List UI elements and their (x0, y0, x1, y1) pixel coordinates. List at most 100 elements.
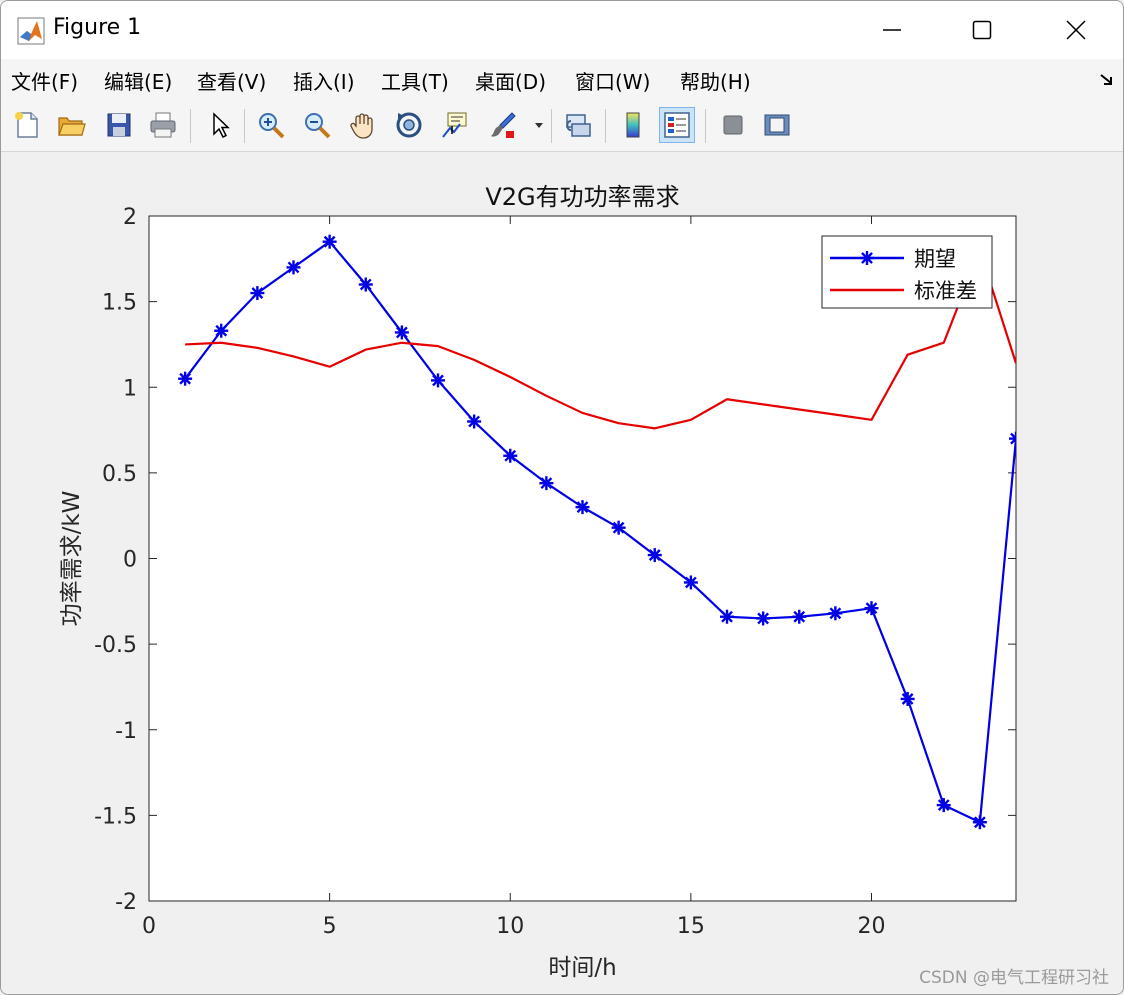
minimize-button[interactable] (847, 1, 937, 59)
hide-plot-tools-icon (723, 115, 743, 135)
hide-plot-tools-button[interactable] (715, 107, 751, 143)
data-point (900, 691, 915, 706)
data-point (250, 286, 265, 301)
chart-title: V2G有功功率需求 (485, 183, 679, 211)
title-bar[interactable]: Figure 1 (1, 1, 1123, 59)
line-chart[interactable]: 0 5 10 15 20 -2 -1.5 -1 -0.5 0 0.5 1 1.5 2 V2G有功功率需求时间… (1, 152, 1123, 994)
data-point (394, 325, 409, 340)
x-tick-label: 15 (677, 914, 705, 939)
y-tick-label: 0.5 (102, 462, 137, 487)
link-plot-icon (566, 114, 591, 137)
window-title: Figure 1 (53, 15, 142, 40)
legend-icon (664, 112, 690, 138)
menu-tools[interactable]: 工具(T) (381, 70, 449, 94)
data-cursor-icon (442, 112, 467, 138)
data-point (539, 476, 554, 491)
toolbar-separator (605, 109, 606, 143)
print-icon (150, 112, 176, 138)
save-button[interactable] (101, 107, 137, 143)
data-point (322, 234, 337, 249)
data-point (792, 609, 807, 624)
menu-edit[interactable]: 编辑(E) (104, 70, 173, 94)
data-point (1009, 431, 1016, 446)
toolbar-separator (244, 109, 245, 143)
legend-button[interactable] (659, 107, 695, 143)
data-point (828, 606, 843, 621)
y-tick-label: 1.5 (102, 291, 137, 316)
data-point (647, 548, 662, 563)
data-point (864, 601, 879, 616)
zoom-in-button[interactable] (253, 107, 289, 143)
print-button[interactable] (145, 107, 181, 143)
show-plot-tools-icon (764, 114, 790, 136)
x-tick-label: 10 (496, 914, 524, 939)
data-point (575, 500, 590, 515)
data-point (358, 277, 373, 292)
y-tick-label: 1 (123, 376, 137, 401)
menu-window[interactable]: 窗口(W) (575, 70, 651, 94)
brush-icon (491, 112, 516, 138)
data-point (611, 520, 626, 535)
toolbar-separator (190, 109, 191, 143)
rotate-3d-button[interactable] (391, 107, 427, 143)
show-plot-tools-button[interactable] (759, 107, 795, 143)
data-point (972, 815, 987, 830)
menu-bar: 文件(F) 编辑(E) 查看(V) 插入(I) 工具(T) 桌面(D) 窗口(W… (1, 59, 1123, 99)
data-point (286, 260, 301, 275)
zoom-out-icon (305, 113, 331, 139)
close-icon (1066, 20, 1086, 40)
x-tick-label: 20 (858, 914, 886, 939)
maximize-button[interactable] (937, 1, 1027, 59)
menu-view[interactable]: 查看(V) (197, 70, 267, 94)
y-tick-label: 0 (123, 548, 137, 573)
data-point (178, 371, 193, 386)
plot-area (149, 216, 1016, 901)
close-button[interactable] (1031, 1, 1121, 59)
matlab-icon (17, 17, 45, 45)
data-point (467, 414, 482, 429)
pan-button[interactable] (345, 107, 381, 143)
link-plot-button[interactable] (560, 107, 596, 143)
x-tick-label: 0 (142, 914, 156, 939)
y-axis-label: 功率需求/kW (59, 491, 85, 627)
colorbar-icon (626, 112, 640, 138)
colorbar-button[interactable] (615, 107, 651, 143)
menu-insert[interactable]: 插入(I) (293, 70, 355, 94)
data-point (214, 323, 229, 338)
data-point (683, 575, 698, 590)
minimize-icon (883, 29, 901, 31)
data-point (936, 798, 951, 813)
figure-canvas: 0 5 10 15 20 -2 -1.5 -1 -0.5 0 0.5 1 1.5 2 V2G有功功率需求 时间… (1, 152, 1123, 994)
open-file-button[interactable] (53, 107, 89, 143)
data-cursor-button[interactable] (437, 107, 473, 143)
brush-dropdown-icon[interactable] (533, 120, 545, 130)
brush-button[interactable] (485, 107, 521, 143)
toolbar-separator (705, 109, 706, 143)
menu-help[interactable]: 帮助(H) (680, 70, 751, 94)
series-line-0 (184, 240, 1016, 824)
new-figure-button[interactable] (9, 107, 45, 143)
y-tick-label: -0.5 (94, 633, 137, 658)
open-file-icon (58, 117, 86, 136)
zoom-out-button[interactable] (299, 107, 335, 143)
data-point (756, 611, 771, 626)
pan-hand-icon (350, 113, 373, 139)
legend-marker-0 (860, 251, 874, 265)
y-tick-label: -2 (115, 890, 137, 915)
y-tick-label: 2 (123, 205, 137, 230)
save-icon (107, 113, 131, 137)
data-point (503, 448, 518, 463)
watermark: CSDN @电气工程研习社 (919, 968, 1109, 988)
menu-file[interactable]: 文件(F) (11, 70, 79, 94)
new-figure-icon (15, 112, 38, 138)
dock-arrow-icon[interactable] (1098, 71, 1116, 89)
pointer-button[interactable] (201, 107, 237, 143)
pointer-icon (213, 112, 230, 139)
data-point (431, 373, 445, 388)
x-tick-label: 5 (323, 914, 337, 939)
series-line-1 (185, 249, 1016, 430)
menu-desktop[interactable]: 桌面(D) (475, 70, 547, 94)
legend-box (821, 235, 993, 309)
toolbar-separator (551, 109, 552, 143)
